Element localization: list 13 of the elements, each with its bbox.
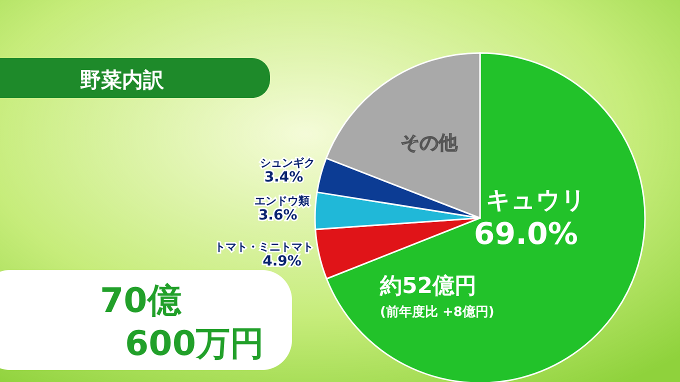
text: 約52億円 xyxy=(379,274,477,299)
slice-label: その他 xyxy=(400,132,458,154)
slice-label: エンドウ類 xyxy=(254,194,310,208)
text: 70億 600万円 xyxy=(100,281,264,364)
slice-label: キュウリ xyxy=(486,186,586,214)
data-label: 3.6% xyxy=(258,207,298,224)
text: 野菜内訳 xyxy=(80,68,165,92)
slice-label: トマト・ミニトマト xyxy=(214,240,314,254)
data-label: 69.0% xyxy=(474,216,578,252)
data-label: 4.9% xyxy=(262,254,302,270)
data-label: 3.4% xyxy=(264,169,304,186)
text: (前年度比 +8億円) xyxy=(380,304,494,320)
slice-label: シュンギク xyxy=(260,156,316,170)
